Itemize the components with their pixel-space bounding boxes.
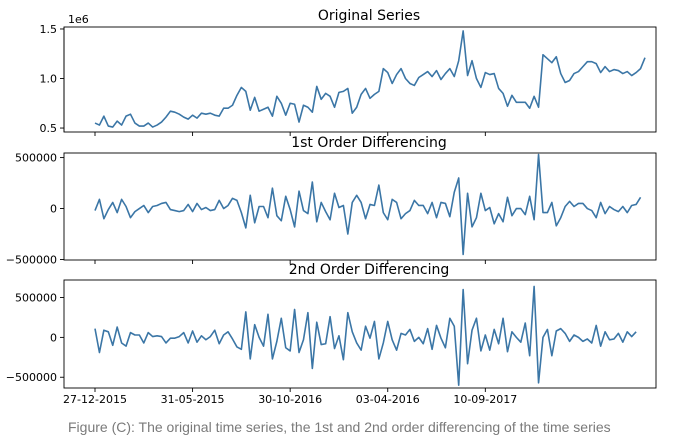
y-scale-label: 1e6: [68, 13, 89, 26]
x-tick-label: 30-10-2016: [258, 393, 322, 406]
original-series-axes-frame: [63, 26, 657, 133]
first-order-differencing-y-tick-label: −500000: [6, 253, 57, 266]
first-order-differencing-y-tick-label: 0: [50, 203, 57, 216]
original-series-panel: Original Series 1e6 0.5 1.0 1.5: [40, 8, 657, 136]
original-series-y-tick-label: 1.5: [40, 23, 58, 36]
first-order-differencing-line: [94, 153, 642, 256]
original-series-title: Original Series: [318, 8, 420, 24]
second-order-differencing-axes-frame: [63, 279, 657, 389]
second-order-differencing-panel: 2nd Order Differencing 500000 0 −500000: [6, 262, 657, 392]
second-order-differencing-line: [94, 285, 637, 387]
second-order-differencing-y-tick-label: 500000: [15, 292, 57, 305]
figure-canvas: Original Series 1e6 0.5 1.0 1.5 1st Order …: [6, 8, 657, 406]
original-series-y-tick-label: 1.0: [40, 73, 58, 86]
shared-x-axis: 27-12-2015 31-05-2015 30-10-2016 03-04-2016…: [63, 393, 517, 406]
first-order-differencing-y-tick-label: 500000: [15, 152, 57, 165]
x-tick-label: 27-12-2015: [63, 393, 127, 406]
x-tick-label: 03-04-2016: [356, 393, 420, 406]
first-order-differencing-panel: 1st Order Differencing 500000 0 −500000: [6, 135, 657, 266]
figure-caption: Figure (C): The original time series, th…: [68, 419, 611, 435]
first-order-differencing-axes-frame: [63, 152, 657, 261]
second-order-differencing-y-tick-label: 0: [50, 331, 57, 344]
x-tick-label: 10-09-2017: [453, 393, 517, 406]
first-order-differencing-title: 1st Order Differencing: [291, 135, 447, 151]
x-tick-label: 31-05-2015: [161, 393, 225, 406]
original-series-y-tick-label: 0.5: [40, 122, 58, 135]
second-order-differencing-y-tick-label: −500000: [6, 371, 57, 384]
second-order-differencing-title: 2nd Order Differencing: [289, 262, 450, 278]
original-series-line: [94, 30, 646, 128]
